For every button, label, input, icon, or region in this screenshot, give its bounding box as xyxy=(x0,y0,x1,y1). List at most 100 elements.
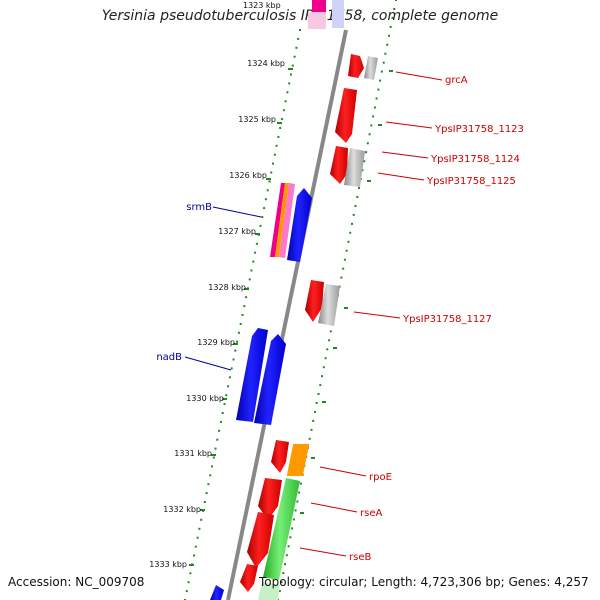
ring-dot xyxy=(354,205,357,207)
ring-dot xyxy=(288,82,291,85)
ring-dot xyxy=(216,438,219,441)
scale-ticks: 1324 kbp 1325 kbp 1326 kbp 1327 kbp 1328… xyxy=(149,59,293,569)
ring-dot xyxy=(268,180,271,183)
ring-dot xyxy=(284,563,286,566)
ring-dot xyxy=(234,349,237,352)
ring-dot xyxy=(298,491,301,494)
tick-label-partial: 1323 kbp xyxy=(243,1,281,10)
gene-label-rpoE: rpoE xyxy=(369,472,392,483)
ring-dot xyxy=(196,536,199,539)
ring-dot xyxy=(351,222,353,225)
ring-dot xyxy=(230,367,233,370)
ring-dot xyxy=(263,207,266,210)
gene-label-grcA: grcA xyxy=(445,75,468,86)
ring-dot xyxy=(297,37,300,40)
tick-label: 1329 kbp xyxy=(197,338,235,347)
tick-1328: 1328 kbp xyxy=(208,283,249,292)
ring-dot xyxy=(319,384,322,387)
ring-dot xyxy=(291,527,294,530)
ring-dot xyxy=(198,527,201,530)
ring-dot xyxy=(391,16,394,19)
gene-label-srmB: srmB xyxy=(186,202,212,213)
ring-dot xyxy=(273,153,276,156)
tick-label: 1331 kbp xyxy=(174,449,212,458)
ring-dot xyxy=(380,70,383,73)
ring-dot xyxy=(252,260,255,263)
gene-nadB-1 xyxy=(236,328,268,422)
ring-dot xyxy=(285,554,288,557)
ring-dot xyxy=(275,144,278,147)
ring-dot xyxy=(194,545,197,548)
ring-dot xyxy=(278,590,281,592)
map-title: Yersinia pseudotuberculosis IP 31758, co… xyxy=(101,8,499,24)
ring-dot xyxy=(243,305,246,308)
tick-1332: 1332 kbp xyxy=(163,505,205,514)
ring-dot xyxy=(219,420,222,423)
gene-rpoE-orange xyxy=(286,444,310,476)
ring-dot xyxy=(365,151,368,154)
ring-dot xyxy=(227,385,230,388)
ring-dot xyxy=(259,224,262,227)
tick-1331: 1331 kbp xyxy=(174,449,216,458)
ring-dot xyxy=(324,357,327,360)
ring-dot xyxy=(223,403,226,406)
ring-dot xyxy=(293,55,296,58)
tick-1329: 1329 kbp xyxy=(197,338,238,347)
ring-dot xyxy=(295,46,298,49)
ring-dot xyxy=(296,500,299,503)
tick-1326: 1326 kbp xyxy=(229,171,271,180)
ring-dot xyxy=(395,0,397,1)
ring-dot xyxy=(361,169,364,172)
ring-dot xyxy=(281,118,283,121)
feature-blue-partial xyxy=(332,0,344,28)
gene-srmB-magenta xyxy=(270,183,285,257)
gene-bottom-red xyxy=(240,564,258,592)
gene-nadB-2 xyxy=(254,334,286,425)
ring-dot xyxy=(326,348,329,351)
gene-srmB-pink xyxy=(279,183,295,258)
ring-dot xyxy=(245,296,248,299)
genome-backbone xyxy=(226,29,348,600)
ring-dot xyxy=(340,276,343,279)
tick-1333: 1333 kbp xyxy=(149,560,194,569)
ring-dot xyxy=(393,8,396,10)
gene-label-rseA: rseA xyxy=(360,508,382,519)
tick-label: 1332 kbp xyxy=(163,505,201,514)
ring-dot xyxy=(358,187,360,190)
tick-partial: 1323 kbp xyxy=(243,1,281,10)
ring-dot xyxy=(345,249,348,252)
label-leaders xyxy=(184,71,443,557)
gene-label-1123: YpsIP31758_1123 xyxy=(434,124,524,135)
gene-YpsIP31758_1127-red xyxy=(305,280,324,322)
ring-dot xyxy=(280,581,283,584)
ring-dot xyxy=(375,97,378,100)
tick-label: 1325 kbp xyxy=(238,115,276,124)
ring-dot xyxy=(277,135,280,138)
ring-dot xyxy=(342,267,345,270)
ring-dot xyxy=(377,88,380,91)
ring-dot xyxy=(329,330,332,333)
top-partial-features xyxy=(308,0,344,29)
forward-strand-features xyxy=(240,54,378,600)
ring-dot xyxy=(239,322,242,325)
tick-1330: 1330 kbp xyxy=(186,394,227,403)
gene-bottom-blue xyxy=(210,585,224,600)
ring-dot xyxy=(317,393,320,395)
gene-srmB-orange xyxy=(275,183,289,257)
gene-rseB-red xyxy=(247,512,274,568)
ring-dot xyxy=(282,109,285,112)
tick-label: 1326 kbp xyxy=(229,171,267,180)
ring-dot xyxy=(261,216,264,218)
outer-ticks xyxy=(300,70,393,514)
gene-label-1127: YpsIP31758_1127 xyxy=(402,314,492,325)
ring-dot xyxy=(203,501,206,503)
gene-label-rseB: rseB xyxy=(349,552,371,563)
tick-1325: 1325 kbp xyxy=(238,115,282,124)
feature-magenta-partial xyxy=(312,0,326,12)
gene-rseA-red xyxy=(258,478,282,520)
ring-dot xyxy=(264,198,267,201)
ring-dot xyxy=(373,106,376,109)
ring-dot xyxy=(299,29,301,31)
ring-dot xyxy=(370,124,373,127)
ring-dot xyxy=(379,79,382,82)
